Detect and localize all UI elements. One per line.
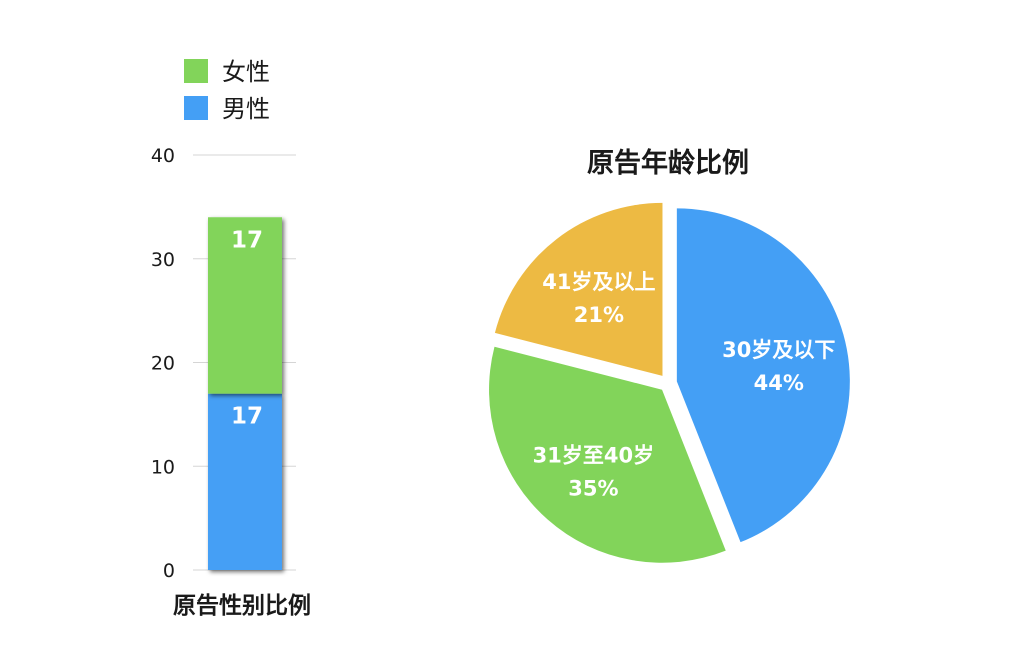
legend-swatch-female bbox=[184, 59, 208, 83]
pie-chart-title: 原告年龄比例 bbox=[587, 147, 749, 179]
bar-y-tick-label: 20 bbox=[151, 353, 175, 375]
pie-slice-percent: 35% bbox=[568, 477, 618, 501]
legend-label-male: 男性 bbox=[222, 95, 270, 123]
pie-slice bbox=[494, 202, 663, 376]
bar-series bbox=[208, 217, 282, 570]
pie-labels: 30岁及以下 44% 31岁至40岁 35% 41岁及以上 21% bbox=[533, 270, 836, 501]
pie-slices bbox=[489, 202, 850, 563]
pie-slice-label: 41岁及以上 bbox=[542, 270, 655, 294]
bar-y-axis: 0 10 20 30 40 bbox=[151, 145, 175, 582]
bar-y-tick-label: 40 bbox=[151, 145, 175, 167]
bar-segment-female bbox=[208, 217, 282, 394]
bar-y-tick-label: 10 bbox=[151, 456, 175, 478]
bar-legend: 女性 男性 bbox=[184, 58, 270, 123]
pie-slice-label: 31岁至40岁 bbox=[533, 444, 654, 468]
pie-slice bbox=[489, 346, 726, 563]
bar-y-tick-label: 30 bbox=[151, 249, 175, 271]
bar-y-tick-label: 0 bbox=[163, 560, 175, 582]
legend-label-female: 女性 bbox=[222, 58, 270, 86]
pie-slice-percent: 21% bbox=[574, 303, 624, 327]
pie-slice bbox=[676, 208, 850, 543]
pie-slice-percent: 44% bbox=[754, 371, 804, 395]
bar-data-label: 17 bbox=[231, 404, 263, 430]
legend-swatch-male bbox=[184, 96, 208, 120]
bar-data-label: 17 bbox=[231, 227, 263, 253]
age-pie-chart: 原告年龄比例 30岁及以下 44% 31岁至40岁 35% 41岁及以上 21% bbox=[489, 147, 850, 563]
bar-chart-title: 原告性别比例 bbox=[173, 593, 311, 619]
bar-segment-male bbox=[208, 393, 282, 570]
pie-slice-label: 30岁及以下 bbox=[722, 338, 835, 362]
